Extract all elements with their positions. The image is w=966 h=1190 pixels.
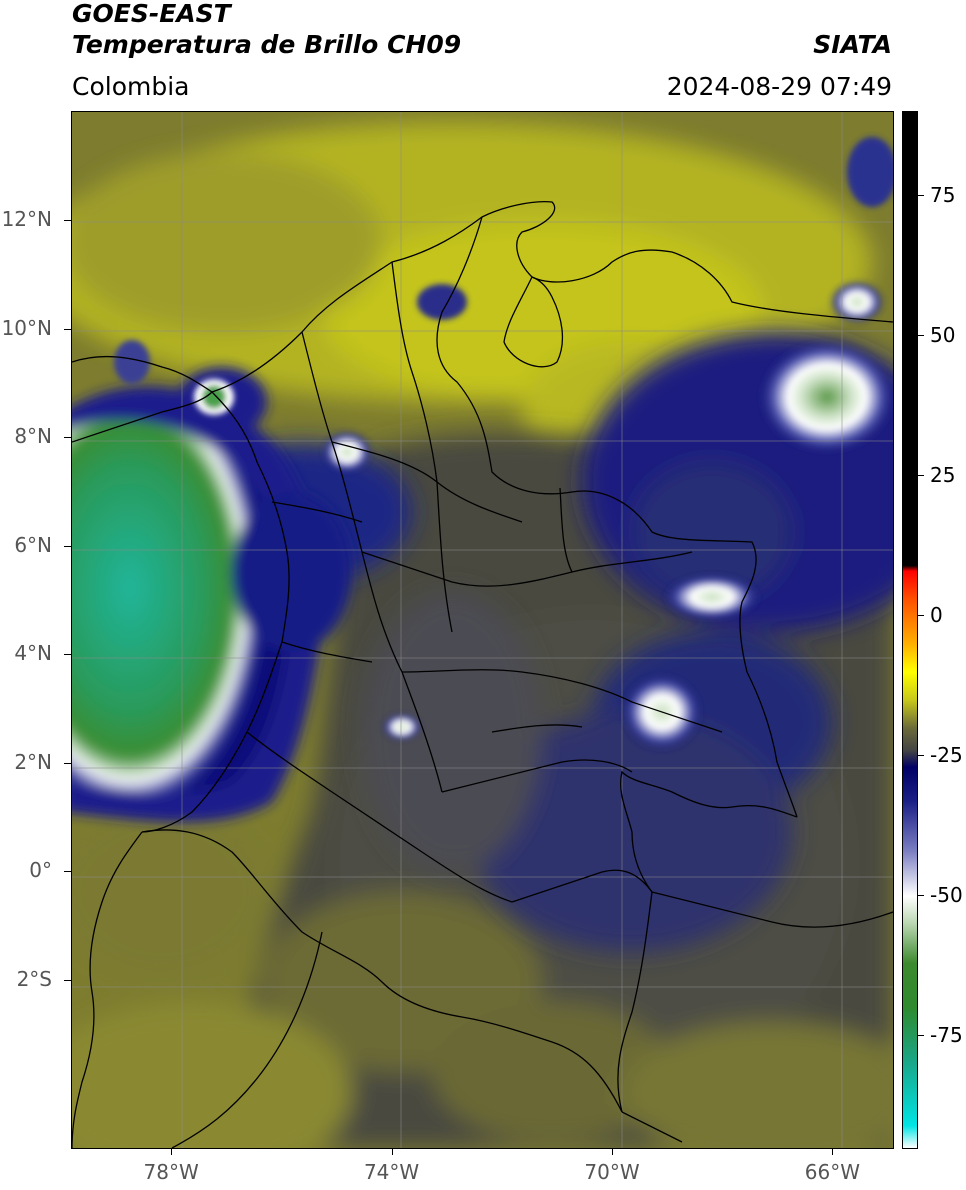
- colorbar-tick: [917, 755, 924, 756]
- lat-tick-label: 6°N: [14, 532, 52, 557]
- satellite-imagery: [72, 112, 893, 1148]
- lat-tick: [64, 328, 71, 330]
- lat-tick-label: 12°N: [1, 207, 52, 232]
- lat-tick: [64, 654, 71, 656]
- lat-tick: [64, 220, 71, 222]
- lat-tick: [64, 545, 71, 547]
- lon-tick-label: 74°W: [363, 1160, 420, 1184]
- colorbar-tick: [917, 475, 924, 476]
- colorbar-tick-label: -75: [930, 1023, 963, 1047]
- graticule: [72, 112, 893, 1148]
- region-label: Colombia: [72, 72, 190, 101]
- colorbar-tick: [917, 615, 924, 616]
- colorbar-tick: [917, 1035, 924, 1036]
- lat-tick: [64, 437, 71, 439]
- lon-tick: [832, 1148, 834, 1155]
- lon-tick: [171, 1148, 173, 1155]
- lat-tick: [64, 979, 71, 981]
- lon-tick: [391, 1148, 393, 1155]
- datetime-label: 2024-08-29 07:49: [666, 72, 892, 101]
- lat-tick-label: 8°N: [14, 424, 52, 449]
- colorbar-tick-label: 75: [930, 183, 956, 207]
- lon-tick-label: 70°W: [584, 1160, 640, 1184]
- lat-tick: [64, 762, 71, 764]
- colorbar-tick-label: 50: [930, 323, 956, 347]
- colorbar-gradient: [903, 112, 917, 1148]
- colorbar-tick-label: -50: [930, 883, 963, 907]
- brand-label: SIATA: [813, 30, 892, 59]
- colorbar-tick: [917, 895, 924, 896]
- lat-tick-label: 2°S: [16, 966, 52, 991]
- lon-tick: [611, 1148, 613, 1155]
- colorbar-tick-label: -25: [930, 743, 963, 767]
- colorbar-tick: [917, 335, 924, 336]
- product-title: GOES-EAST: [72, 0, 231, 28]
- product-subtitle: Temperatura de Brillo CH09: [72, 30, 462, 59]
- colorbar-tick-label: 25: [930, 463, 956, 487]
- lat-tick-label: 4°N: [14, 641, 52, 666]
- lon-tick-label: 78°W: [143, 1160, 199, 1184]
- country-borders: [72, 201, 893, 1148]
- lon-tick-label: 66°W: [804, 1160, 860, 1184]
- satellite-map[interactable]: [71, 111, 894, 1149]
- lat-tick: [64, 871, 71, 873]
- lat-tick-label: 10°N: [1, 315, 52, 340]
- colorbar-tick-label: 0: [930, 603, 943, 627]
- colorbar-tick: [917, 195, 924, 196]
- lat-tick-label: 2°N: [14, 749, 52, 774]
- lat-tick-label: 0°: [29, 858, 52, 883]
- colorbar: [902, 111, 918, 1149]
